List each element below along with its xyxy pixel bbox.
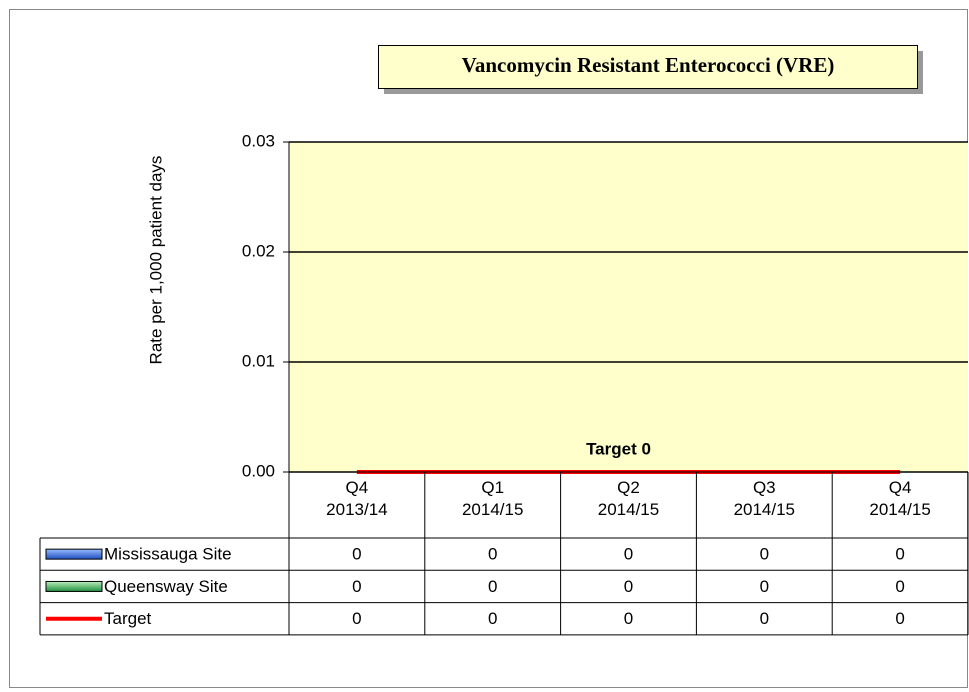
- y-tick-label: 0.02: [242, 241, 275, 260]
- legend-label: Queensway Site: [104, 577, 228, 596]
- table-value: 0: [488, 577, 497, 596]
- plot-area: [289, 142, 968, 472]
- table-value: 0: [352, 545, 361, 564]
- y-axis-label: Rate per 1,000 patient days: [146, 156, 165, 365]
- legend-label: Target: [104, 609, 152, 628]
- table-value: 0: [624, 545, 633, 564]
- legend-label: Mississauga Site: [104, 545, 232, 564]
- x-tick-label: Q1 2014/15: [462, 478, 523, 519]
- y-tick-label: 0.01: [242, 351, 275, 370]
- table-value: 0: [624, 609, 633, 628]
- table-value: 0: [488, 609, 497, 628]
- y-tick-label: 0.00: [242, 461, 275, 480]
- table-value: 0: [895, 609, 904, 628]
- y-tick-label: 0.03: [242, 131, 275, 150]
- table-value: 0: [760, 577, 769, 596]
- x-tick-label: Q4 2013/14: [326, 478, 387, 519]
- annotation: Target 0: [586, 439, 651, 458]
- table-value: 0: [760, 545, 769, 564]
- table-value: 0: [352, 577, 361, 596]
- table-value: 0: [895, 545, 904, 564]
- table-value: 0: [895, 577, 904, 596]
- table-value: 0: [624, 577, 633, 596]
- table-value: 0: [760, 609, 769, 628]
- x-tick-label: Q4 2014/15: [869, 478, 930, 519]
- x-tick-label: Q2 2014/15: [598, 478, 659, 519]
- chart-title: Vancomycin Resistant Enterococci (VRE): [462, 53, 835, 77]
- table-value: 0: [488, 545, 497, 564]
- table-value: 0: [352, 609, 361, 628]
- legend-key: [45, 548, 103, 560]
- legend-key: [45, 580, 103, 592]
- x-tick-label: Q3 2014/15: [734, 478, 795, 519]
- title-box: [378, 45, 918, 89]
